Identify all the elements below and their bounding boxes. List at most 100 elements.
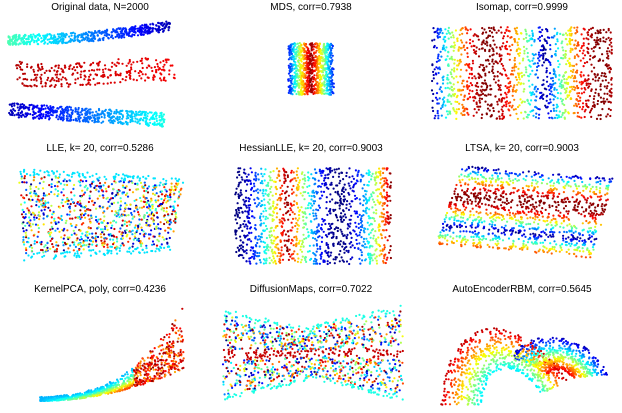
data-point — [288, 195, 290, 197]
data-point — [121, 36, 123, 38]
data-point — [451, 89, 453, 91]
data-point — [143, 206, 145, 208]
data-point — [26, 112, 28, 114]
data-point — [161, 243, 163, 245]
data-point — [123, 122, 125, 124]
data-point — [492, 40, 494, 42]
data-point — [290, 87, 292, 89]
data-point — [158, 205, 160, 207]
data-point — [311, 86, 313, 88]
data-point — [265, 262, 267, 264]
data-point — [450, 57, 452, 59]
data-point — [553, 108, 555, 110]
data-point — [68, 68, 70, 70]
data-point — [295, 77, 297, 79]
data-point — [94, 202, 96, 204]
data-point — [147, 191, 149, 193]
data-point — [379, 182, 381, 184]
data-point — [485, 31, 487, 33]
data-point — [71, 112, 73, 114]
data-point — [599, 59, 601, 61]
data-point — [23, 181, 25, 183]
data-point — [145, 203, 147, 205]
data-point — [527, 56, 529, 58]
data-point — [484, 50, 486, 52]
data-point — [274, 260, 276, 262]
data-point — [46, 115, 48, 117]
data-point — [550, 101, 552, 103]
data-point — [482, 69, 484, 71]
data-point — [482, 32, 484, 34]
data-point — [479, 102, 481, 104]
data-point — [129, 176, 131, 178]
data-point — [453, 70, 455, 72]
data-point — [32, 114, 34, 116]
data-point — [121, 242, 123, 244]
data-point — [142, 176, 144, 178]
data-point — [80, 76, 82, 78]
data-point — [516, 84, 518, 86]
data-point — [542, 53, 544, 55]
data-point — [105, 188, 107, 190]
data-point — [290, 242, 292, 244]
data-point — [109, 69, 111, 71]
data-point — [130, 252, 132, 254]
data-point — [122, 78, 124, 80]
data-point — [53, 193, 55, 195]
data-point — [77, 77, 79, 79]
data-point — [66, 229, 68, 231]
data-point — [447, 87, 449, 89]
data-point — [129, 224, 131, 226]
data-point — [99, 61, 101, 63]
data-point — [30, 213, 32, 215]
data-point — [583, 50, 585, 52]
data-point — [48, 70, 50, 72]
data-point — [600, 75, 602, 77]
data-point — [600, 89, 602, 91]
data-point — [143, 201, 145, 203]
data-point — [611, 52, 613, 54]
data-point — [145, 73, 147, 75]
data-point — [572, 71, 574, 73]
data-point — [62, 110, 64, 112]
data-point — [49, 209, 51, 211]
data-point — [443, 45, 445, 47]
data-point — [477, 73, 479, 75]
data-point — [486, 86, 488, 88]
data-point — [304, 44, 306, 46]
data-point — [163, 239, 165, 241]
data-point — [144, 184, 146, 186]
data-point — [116, 215, 118, 217]
data-point — [453, 77, 455, 79]
data-point — [107, 201, 109, 203]
data-point — [609, 70, 611, 72]
data-point — [505, 45, 507, 47]
data-point — [19, 61, 21, 63]
data-point — [466, 108, 468, 110]
data-point — [47, 106, 49, 108]
data-point — [289, 85, 291, 87]
data-point — [95, 111, 97, 113]
data-point — [68, 179, 70, 181]
data-point — [453, 83, 455, 85]
data-point — [55, 110, 57, 112]
data-point — [492, 107, 494, 109]
data-point — [574, 47, 576, 49]
data-point — [16, 78, 18, 80]
data-point — [95, 236, 97, 238]
panel-hessianlle: HessianLLE, k= 20, corr=0.9003 — [211, 140, 411, 275]
data-point — [603, 102, 605, 104]
data-point — [432, 93, 434, 95]
data-point — [38, 211, 40, 213]
data-point — [564, 57, 566, 59]
data-point — [58, 78, 60, 80]
data-point — [434, 68, 436, 70]
data-point — [523, 90, 525, 92]
data-point — [173, 193, 175, 195]
data-point — [447, 82, 449, 84]
data-point — [154, 236, 156, 238]
data-point — [104, 182, 106, 184]
data-point — [305, 217, 307, 219]
data-point — [305, 87, 307, 89]
data-point — [487, 93, 489, 95]
